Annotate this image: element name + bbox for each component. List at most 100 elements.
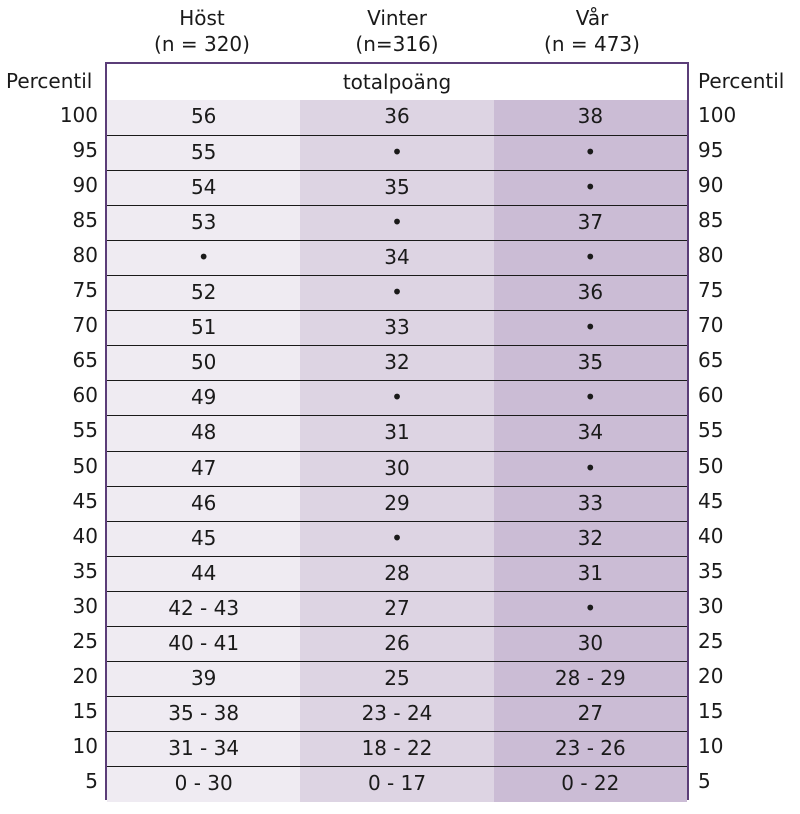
table-cell: 27 <box>300 591 494 627</box>
percentile-value-left: 50 <box>72 453 98 478</box>
table-cell: 44 <box>107 556 301 592</box>
percentile-value-right: 35 <box>698 558 724 583</box>
percentile-value-right: 30 <box>698 593 724 618</box>
table-cell: 30 <box>300 451 494 487</box>
table-cell: 38 <box>493 100 687 135</box>
left-percentile-label: Percentil <box>6 69 93 93</box>
table-cell: • <box>300 136 494 172</box>
table-row: 48 31 34 <box>107 415 687 452</box>
table-cell: 52 <box>107 276 301 312</box>
table-row: 35 - 38 23 - 24 27 <box>107 695 687 732</box>
table-row: 0 - 30 0 - 17 0 - 22 <box>107 765 687 802</box>
table-cell: 23 - 24 <box>300 696 494 732</box>
percentile-value-left: 35 <box>72 558 98 583</box>
table-cell: 34 <box>493 416 687 452</box>
percentile-value-right: 90 <box>698 173 724 198</box>
table-row: • 34 • <box>107 240 687 277</box>
table-row: 51 33 • <box>107 310 687 347</box>
percentile-value-right: 85 <box>698 208 724 233</box>
percentile-value-right: 55 <box>698 418 724 443</box>
table-cell: 42 - 43 <box>107 591 301 627</box>
table-cell: 51 <box>107 311 301 347</box>
column-count: (n = 473) <box>544 32 640 56</box>
percentile-value-right: 10 <box>698 733 724 758</box>
column-count: (n = 320) <box>154 32 250 56</box>
percentile-value-right: 5 <box>698 768 711 793</box>
table-cell: 36 <box>493 276 687 312</box>
percentile-value-right: 70 <box>698 313 724 338</box>
table-cell: 45 <box>107 521 301 557</box>
percentile-value-right: 60 <box>698 383 724 408</box>
table-cell: 54 <box>107 171 301 207</box>
table-cell: • <box>493 311 687 347</box>
column-name: Vinter <box>367 6 427 30</box>
table-title: totalpoäng <box>107 64 687 100</box>
table-row: 56 36 38 <box>107 100 687 135</box>
table-cell: 48 <box>107 416 301 452</box>
table-row: 31 - 34 18 - 22 23 - 26 <box>107 730 687 767</box>
table-cell: • <box>493 451 687 487</box>
percentile-value-left: 40 <box>72 523 98 548</box>
column-header-vinter: Vinter (n=316) <box>300 5 494 57</box>
percentile-value-left: 55 <box>72 418 98 443</box>
table-cell: 18 - 22 <box>300 731 494 767</box>
table-row: 54 35 • <box>107 170 687 207</box>
table-row: 39 25 28 - 29 <box>107 660 687 697</box>
table-cell: 32 <box>493 521 687 557</box>
table-cell: 29 <box>300 486 494 522</box>
percentile-value-left: 20 <box>72 663 98 688</box>
table-cell: 36 <box>300 100 494 135</box>
column-name: Höst <box>179 6 225 30</box>
table-cell: 56 <box>107 100 301 135</box>
percentile-value-right: 25 <box>698 628 724 653</box>
table-body: 56 36 38 55 • • 54 35 • 53 • 37 • 34 • 52 • 36 51 33 • 50 32 35… <box>107 100 687 802</box>
table-cell: 32 <box>300 346 494 382</box>
table-cell: 35 <box>493 346 687 382</box>
table-cell: 47 <box>107 451 301 487</box>
percentile-value-left: 10 <box>72 733 98 758</box>
table-row: 55 • • <box>107 135 687 172</box>
table-cell: • <box>300 276 494 312</box>
table-cell: • <box>300 521 494 557</box>
percentile-value-left: 100 <box>59 103 98 127</box>
table-cell: 31 <box>300 416 494 452</box>
table-cell: 0 - 17 <box>300 766 494 802</box>
table-row: 40 - 41 26 30 <box>107 625 687 662</box>
percentile-table: totalpoäng 56 36 38 55 • • 54 35 • 53 • 37 • 34 • 52 • 36… <box>105 62 689 802</box>
table-row: 53 • 37 <box>107 205 687 242</box>
table-cell: • <box>300 206 494 242</box>
percentile-value-left: 15 <box>72 698 98 723</box>
table-cell: 31 - 34 <box>107 731 301 767</box>
percentile-value-right: 75 <box>698 278 724 303</box>
percentile-value-left: 45 <box>72 488 98 513</box>
table-cell: 33 <box>493 486 687 522</box>
table-cell: 40 - 41 <box>107 626 301 662</box>
percentile-value-right: 20 <box>698 663 724 688</box>
percentile-value-left: 65 <box>72 348 98 373</box>
table-cell: 28 - 29 <box>493 661 687 697</box>
table-cell: • <box>107 241 301 277</box>
percentile-value-left: 75 <box>72 278 98 303</box>
table-cell: 39 <box>107 661 301 697</box>
percentile-value-left: 70 <box>72 313 98 338</box>
percentile-value-right: 65 <box>698 348 724 373</box>
percentile-value-right: 50 <box>698 453 724 478</box>
percentile-value-right: 100 <box>698 103 737 127</box>
table-cell: 28 <box>300 556 494 592</box>
percentile-value-left: 60 <box>72 383 98 408</box>
table-cell: 30 <box>493 626 687 662</box>
table-cell: 31 <box>493 556 687 592</box>
table-cell: 26 <box>300 626 494 662</box>
percentile-value-left: 25 <box>72 628 98 653</box>
column-header-var: Vår (n = 473) <box>495 5 689 57</box>
column-header-host: Höst (n = 320) <box>105 5 299 57</box>
table-cell: 33 <box>300 311 494 347</box>
table-cell: 46 <box>107 486 301 522</box>
column-name: Vår <box>575 6 609 30</box>
table-row: 52 • 36 <box>107 275 687 312</box>
percentile-value-right: 40 <box>698 523 724 548</box>
table-cell: 35 - 38 <box>107 696 301 732</box>
table-cell: • <box>493 591 687 627</box>
column-count: (n=316) <box>355 32 439 56</box>
percentile-value-right: 15 <box>698 698 724 723</box>
